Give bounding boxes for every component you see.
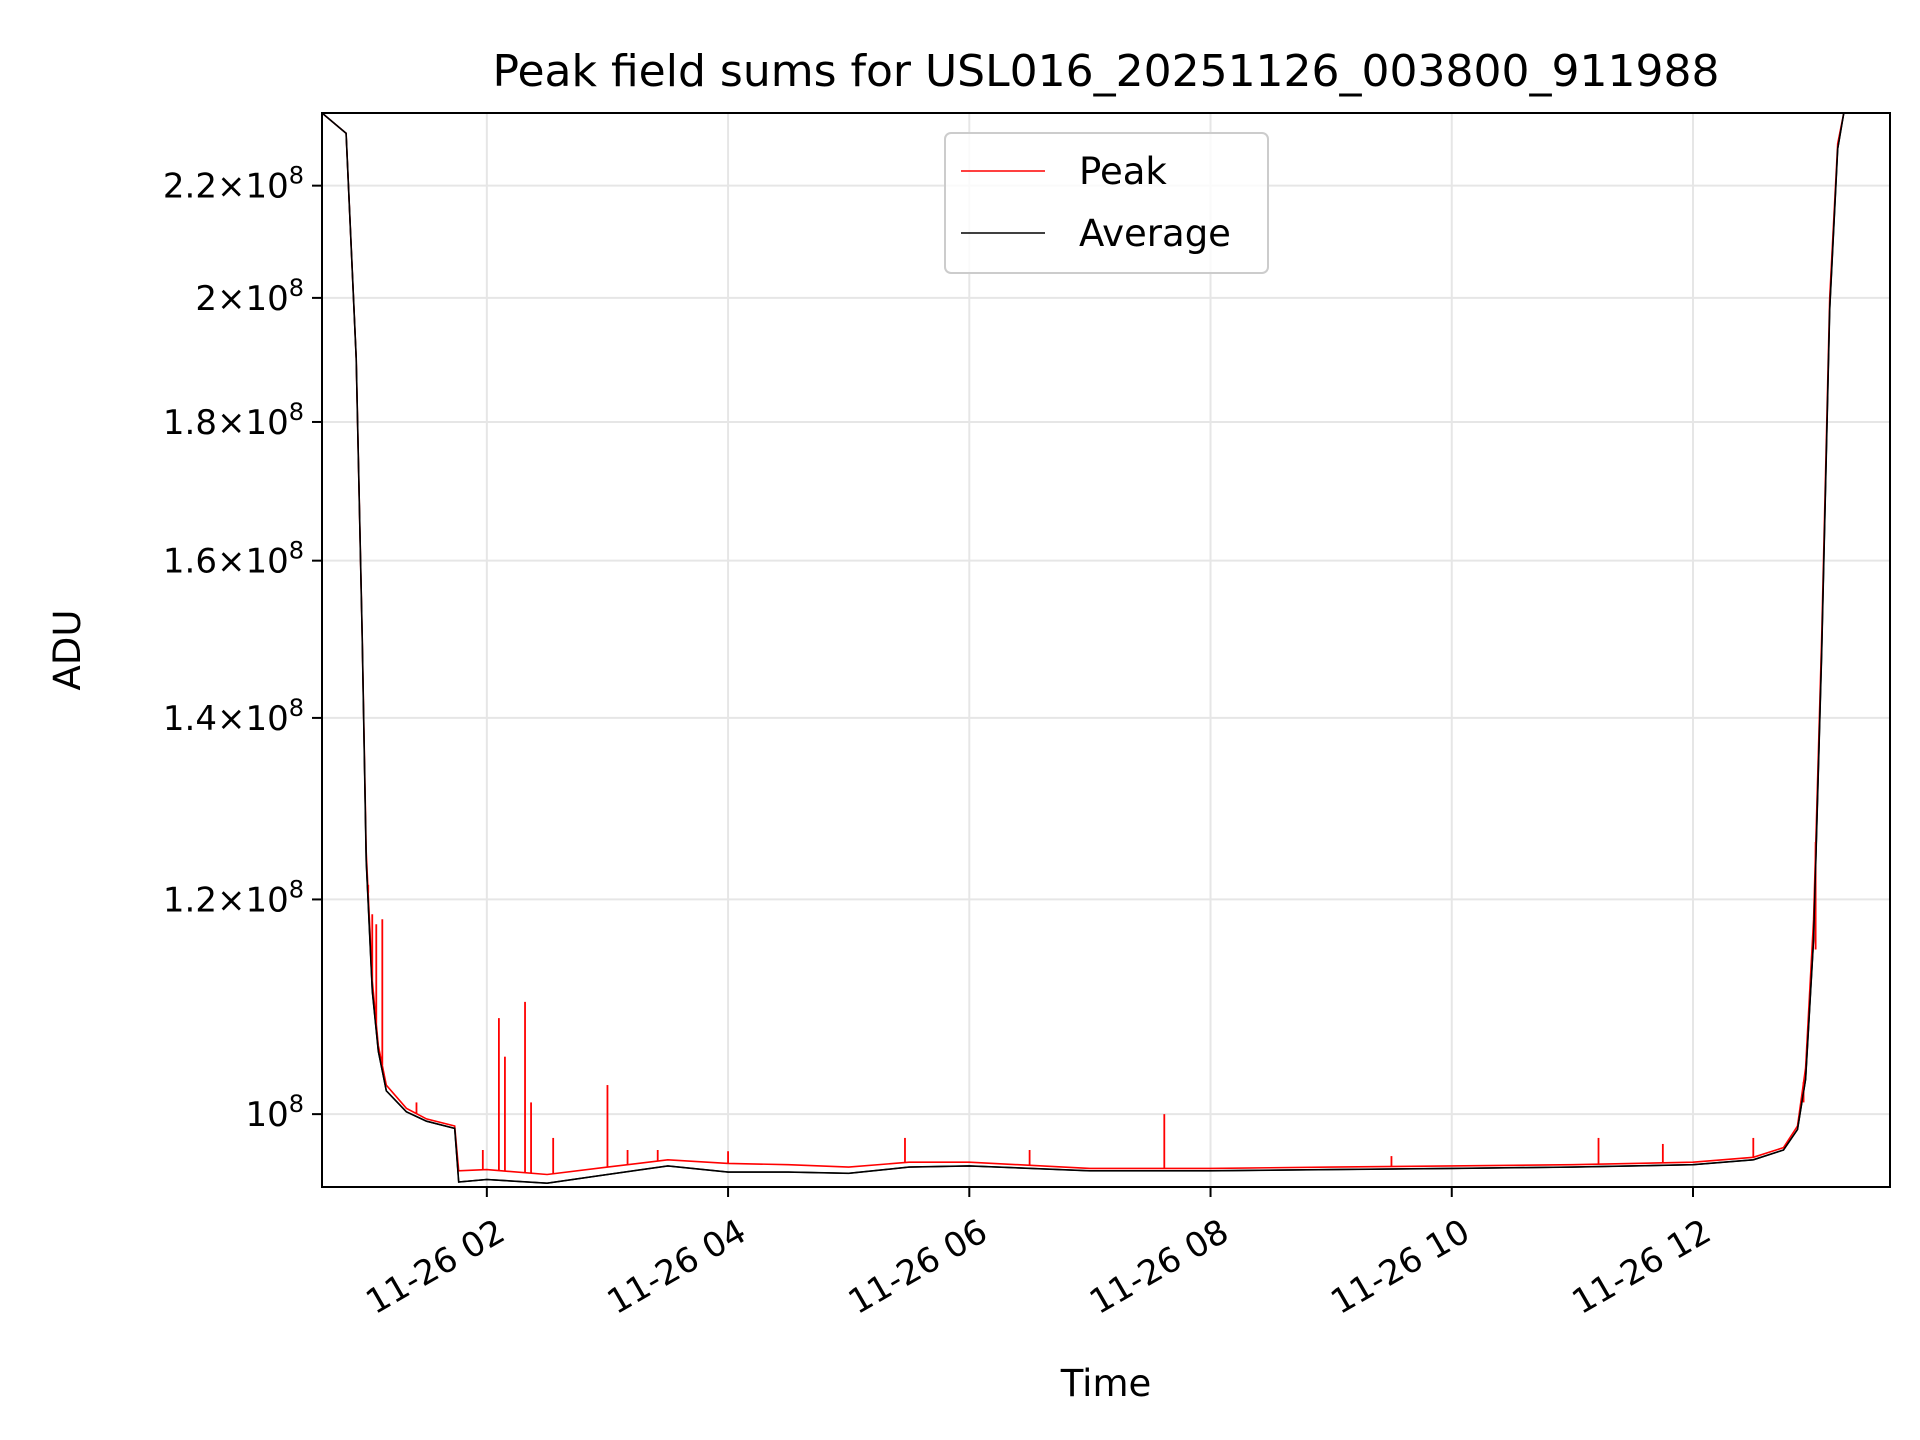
plot-frame (321, 112, 1891, 1188)
y-tick-label: 1.4×108 (163, 694, 304, 739)
y-tick-label: 2×108 (195, 274, 304, 319)
grid-lines (322, 113, 1890, 1187)
legend: Peak Average (944, 132, 1269, 274)
legend-label-peak: Peak (1079, 150, 1167, 193)
y-axis-label: ADU (46, 610, 89, 691)
y-tick-label: 108 (245, 1090, 304, 1135)
y-tick-label: 1.2×108 (163, 875, 304, 920)
y-tick-label: 2.2×108 (163, 162, 304, 207)
x-axis-label: Time (1060, 1362, 1152, 1405)
series-line-average-overlay (322, 113, 1890, 1184)
chart-title: Peak field sums for USL016_20251126_0038… (493, 46, 1720, 97)
legend-box (944, 132, 1269, 274)
y-axis-ticks: 108 1.2×108 1.4×108 1.6×108 1.8×108 2×108 2.2×… (163, 162, 322, 1135)
series-layer (322, 113, 1890, 1185)
legend-label-average: Average (1079, 212, 1231, 255)
y-tick-label: 1.8×108 (163, 398, 304, 443)
y-tick-label: 1.6×108 (163, 537, 304, 582)
plot-area (322, 113, 1890, 1187)
